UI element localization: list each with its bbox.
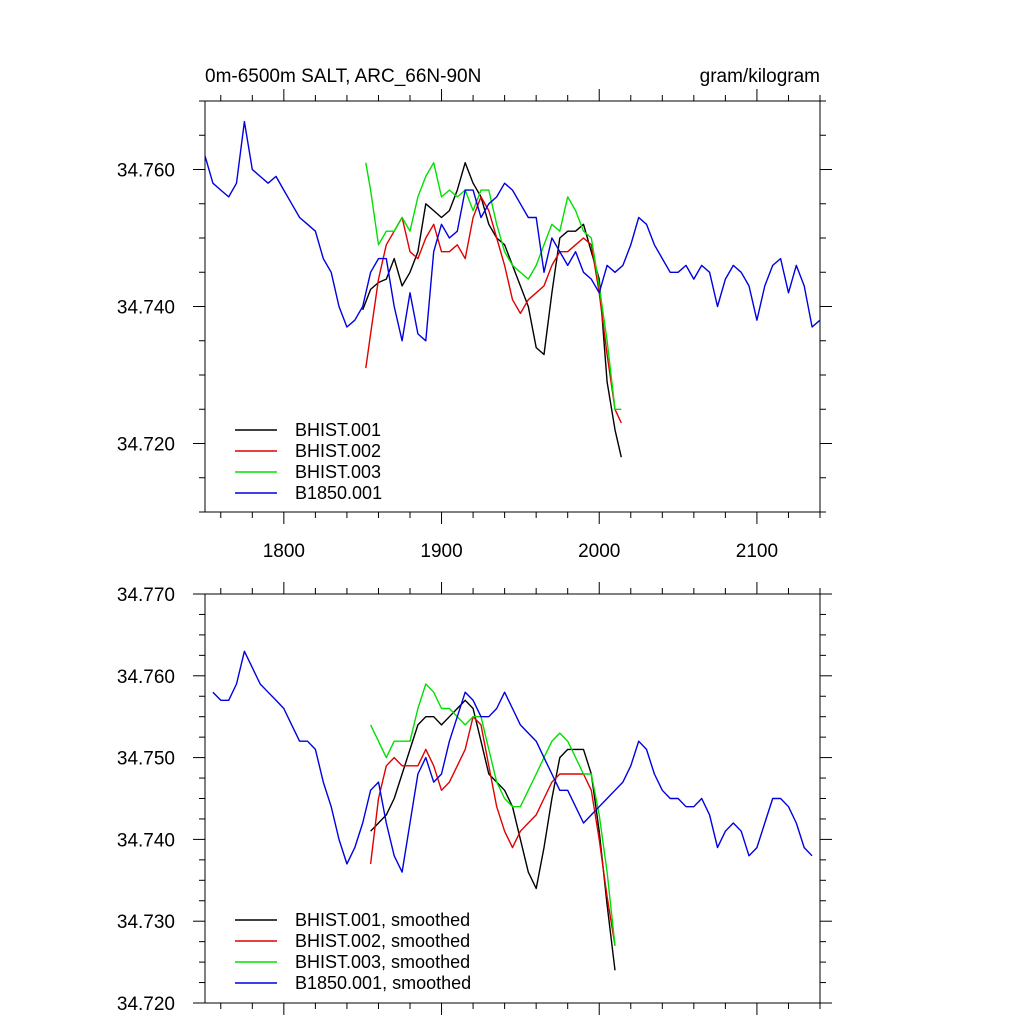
y-tick-label: 34.720 — [117, 435, 175, 456]
series-line-b1850-001 — [204, 120, 821, 342]
y-tick-label: 34.770 — [117, 585, 175, 606]
y-tick-label: 34.760 — [117, 161, 175, 182]
x-tick-label: 1800 — [263, 541, 305, 562]
legend-label: BHIST.003 — [295, 462, 381, 482]
series-line-b1850-001-smoothed — [212, 650, 813, 873]
series-line-bhist-003-smoothed — [369, 683, 616, 946]
legend-label: BHIST.001, smoothed — [295, 910, 470, 930]
series-line-bhist-002 — [365, 196, 622, 424]
chart-title-left: 0m-6500m SALT, ARC_66N-90N — [205, 66, 481, 87]
legend-label: BHIST.002, smoothed — [295, 931, 470, 951]
y-tick-label: 34.730 — [117, 912, 175, 933]
legend-label: BHIST.003, smoothed — [295, 952, 470, 972]
top-panel: 1800 1900 2000 2100 34.720 34.740 34.760 BHIST.… — [117, 89, 832, 562]
chart-title-right: gram/kilogram — [700, 66, 820, 87]
x-tick-label: 2100 — [736, 541, 778, 562]
legend-label: B1850.001, smoothed — [295, 973, 471, 993]
y-tick-label: 34.740 — [117, 830, 175, 851]
y-tick-label: 34.760 — [117, 667, 175, 688]
series-line-bhist-001-smoothed — [370, 699, 616, 971]
x-tick-label: 2000 — [578, 541, 620, 562]
series-line-bhist-003 — [365, 161, 622, 410]
legend-label: BHIST.001 — [295, 420, 381, 440]
legend-label: B1850.001 — [295, 483, 382, 503]
series-line-bhist-002-smoothed — [369, 716, 616, 946]
legend-label: BHIST.002 — [295, 441, 381, 461]
bottom-panel: 34.720 34.730 34.740 34.750 34.760 34.770 BHIS… — [117, 582, 832, 1015]
y-tick-label: 34.750 — [117, 749, 175, 770]
y-tick-label: 34.740 — [117, 298, 175, 319]
series-line-bhist-001 — [362, 161, 622, 458]
x-tick-label: 1900 — [420, 541, 462, 562]
y-tick-label: 34.720 — [117, 994, 175, 1015]
